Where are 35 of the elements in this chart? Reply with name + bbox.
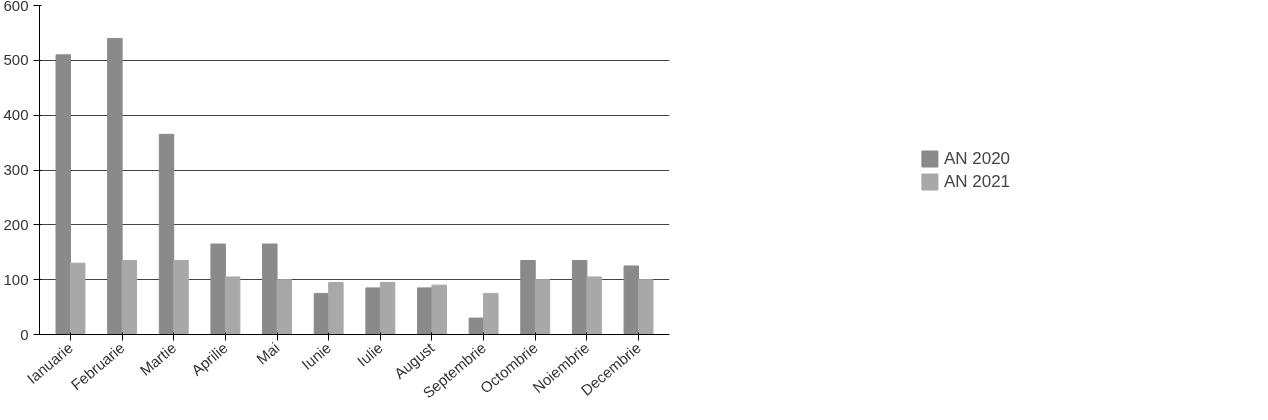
y-tick-label: 0 [20, 325, 29, 343]
bar [224, 276, 241, 335]
y-tick-label: 600 [3, 0, 29, 14]
bar [121, 259, 138, 335]
bar [276, 279, 292, 335]
x-tick-label: Mai [253, 339, 283, 368]
bar [586, 276, 602, 335]
bar [534, 279, 551, 335]
bar [365, 287, 381, 335]
bar [69, 262, 86, 335]
legend-label: AN 2020 [943, 148, 1011, 168]
bar [328, 281, 344, 335]
bar [173, 259, 189, 335]
bar [210, 243, 226, 335]
y-tick-label: 400 [3, 106, 29, 124]
y-tick-label: 200 [3, 215, 29, 233]
legend-label: AN 2021 [943, 171, 1011, 191]
bar [55, 54, 71, 335]
bar [158, 133, 175, 335]
y-tick-label: 100 [3, 270, 29, 288]
bar [520, 259, 536, 335]
y-tick-label: 300 [3, 161, 29, 178]
x-tick-label: Iunie [298, 339, 335, 373]
bar [262, 243, 278, 335]
bar [571, 259, 588, 335]
bar [417, 287, 433, 335]
bar [623, 265, 640, 335]
bar [431, 284, 447, 335]
y-tick-label: 500 [3, 51, 29, 69]
bar [468, 317, 485, 335]
bar [483, 292, 499, 335]
bar [638, 279, 654, 335]
x-tick-label: Iulie [353, 338, 386, 370]
bar [107, 37, 123, 335]
bar [379, 281, 396, 335]
